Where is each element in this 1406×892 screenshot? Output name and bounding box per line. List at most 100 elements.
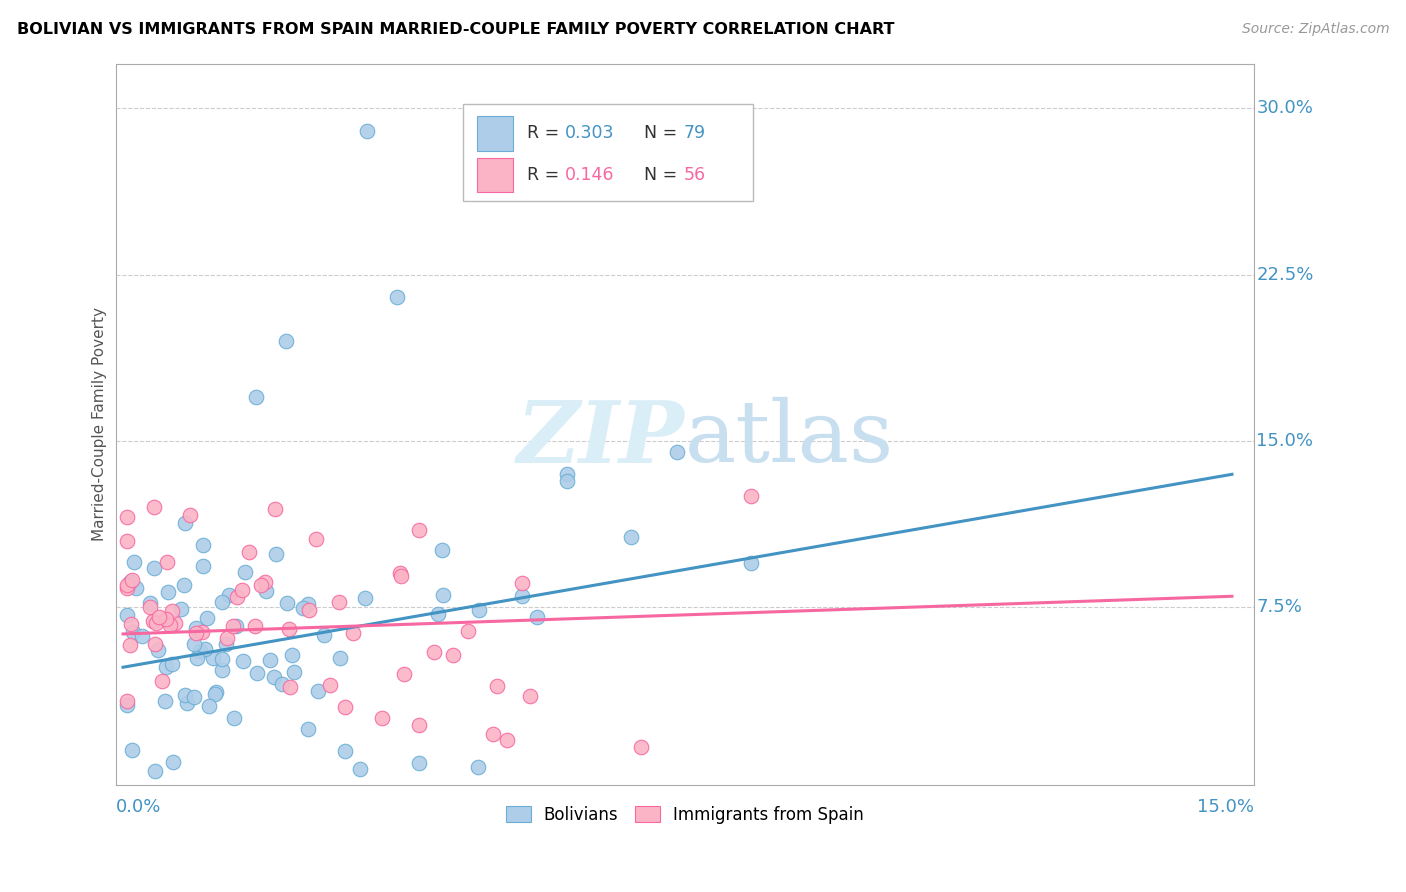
Point bbox=[740, 490, 762, 504]
Point bbox=[457, 624, 479, 638]
Point bbox=[526, 610, 548, 624]
Point bbox=[333, 744, 356, 758]
Point bbox=[222, 711, 245, 725]
Point bbox=[155, 659, 177, 673]
Point bbox=[519, 689, 541, 703]
Point bbox=[254, 584, 277, 599]
Text: BOLIVIAN VS IMMIGRANTS FROM SPAIN MARRIED-COUPLE FAMILY POVERTY CORRELATION CHAR: BOLIVIAN VS IMMIGRANTS FROM SPAIN MARRIE… bbox=[17, 22, 894, 37]
Point bbox=[281, 648, 304, 663]
Point bbox=[278, 681, 301, 695]
Point bbox=[620, 530, 643, 544]
Point bbox=[204, 687, 226, 701]
Point bbox=[389, 569, 412, 583]
Point bbox=[250, 578, 273, 592]
Point bbox=[333, 700, 356, 714]
Point bbox=[264, 547, 287, 561]
Point bbox=[146, 643, 169, 657]
Point bbox=[131, 629, 153, 643]
Point bbox=[143, 500, 166, 515]
Point bbox=[510, 589, 533, 603]
Point bbox=[204, 685, 226, 699]
Point bbox=[215, 637, 238, 651]
Text: 30.0%: 30.0% bbox=[1257, 99, 1313, 118]
Point bbox=[329, 651, 352, 665]
Point bbox=[389, 566, 412, 580]
Point bbox=[356, 123, 378, 137]
Point bbox=[408, 718, 430, 732]
Point bbox=[486, 679, 509, 693]
Text: 56: 56 bbox=[683, 166, 706, 184]
Point bbox=[555, 474, 578, 488]
Point bbox=[231, 582, 253, 597]
Point bbox=[259, 653, 281, 667]
Point bbox=[143, 637, 166, 651]
Text: Source: ZipAtlas.com: Source: ZipAtlas.com bbox=[1241, 22, 1389, 37]
Point bbox=[173, 578, 195, 592]
Text: 15.0%: 15.0% bbox=[1197, 797, 1254, 815]
Text: 7.5%: 7.5% bbox=[1257, 599, 1302, 616]
Point bbox=[307, 684, 329, 698]
Text: R =: R = bbox=[527, 124, 564, 142]
Point bbox=[385, 290, 408, 304]
Point bbox=[319, 678, 342, 692]
Point bbox=[277, 623, 299, 637]
Point bbox=[138, 596, 160, 610]
Point bbox=[186, 651, 208, 665]
Point bbox=[115, 581, 138, 595]
Point bbox=[155, 555, 177, 569]
Point bbox=[198, 699, 221, 714]
Point bbox=[217, 631, 239, 645]
Point bbox=[184, 626, 207, 640]
Point bbox=[222, 619, 245, 633]
Point bbox=[354, 591, 377, 606]
Point bbox=[218, 588, 240, 602]
Point bbox=[184, 621, 207, 635]
Point bbox=[630, 740, 652, 755]
Point bbox=[163, 615, 186, 630]
Point bbox=[115, 578, 138, 592]
Point bbox=[264, 502, 287, 516]
Point bbox=[666, 445, 689, 459]
Point bbox=[283, 665, 305, 679]
Point bbox=[232, 654, 254, 668]
Text: N =: N = bbox=[644, 166, 683, 184]
Point bbox=[274, 334, 297, 349]
Point bbox=[211, 652, 233, 666]
Point bbox=[195, 611, 218, 625]
Point bbox=[162, 756, 184, 770]
Text: 0.146: 0.146 bbox=[565, 166, 614, 184]
Point bbox=[211, 595, 233, 609]
Bar bbox=[477, 158, 513, 193]
Point bbox=[160, 657, 183, 671]
Point bbox=[408, 523, 430, 537]
Point bbox=[427, 607, 450, 622]
Point bbox=[120, 616, 142, 631]
Point bbox=[201, 650, 224, 665]
Point bbox=[314, 628, 336, 642]
Text: 22.5%: 22.5% bbox=[1257, 266, 1313, 284]
Point bbox=[115, 694, 138, 708]
Point bbox=[115, 534, 138, 549]
Point bbox=[173, 688, 195, 702]
Point bbox=[211, 664, 233, 678]
Text: R =: R = bbox=[527, 166, 564, 184]
Point bbox=[115, 510, 138, 524]
Point bbox=[371, 711, 394, 725]
FancyBboxPatch shape bbox=[463, 103, 754, 201]
Point bbox=[263, 670, 285, 684]
Text: 0.303: 0.303 bbox=[565, 124, 614, 142]
Point bbox=[233, 565, 256, 579]
Point bbox=[162, 604, 184, 618]
Point bbox=[740, 556, 762, 570]
Point bbox=[148, 610, 170, 624]
Point bbox=[328, 595, 350, 609]
Point bbox=[159, 618, 181, 632]
Point bbox=[422, 645, 444, 659]
Point bbox=[191, 538, 214, 552]
Point bbox=[243, 618, 266, 632]
Y-axis label: Married-Couple Family Poverty: Married-Couple Family Poverty bbox=[93, 308, 107, 541]
Text: 0.0%: 0.0% bbox=[115, 797, 162, 815]
Point bbox=[225, 619, 247, 633]
Point bbox=[193, 558, 215, 573]
Point bbox=[191, 625, 214, 640]
